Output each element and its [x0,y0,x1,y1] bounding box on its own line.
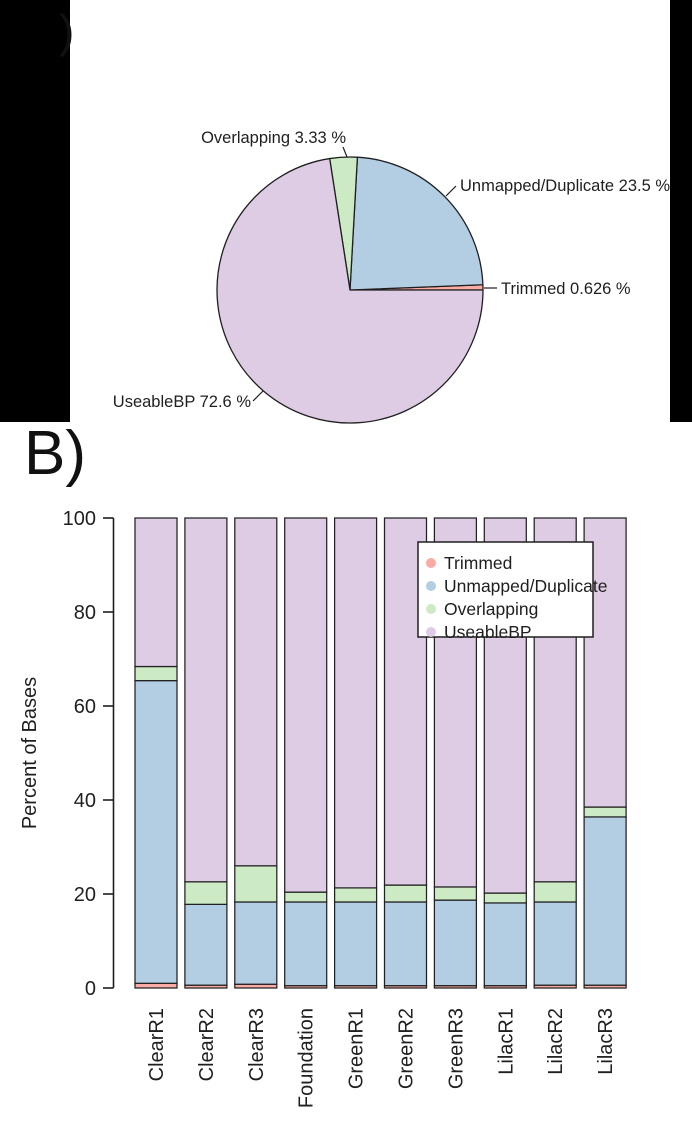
bar-segment-ClearR2-overlapping [184,881,228,905]
redaction-box-right [670,0,692,422]
bar-segment-ClearR3-useable [234,517,278,867]
bar-segment-Foundation-overlapping [284,891,328,903]
bar-segment-ClearR2-useable [184,517,228,883]
y-tick-label-40: 40 [74,790,96,812]
y-tick-label-0: 0 [85,978,96,1000]
bar-segment-ClearR2-unmapped [184,903,228,986]
y-tick-label-100: 100 [63,508,96,530]
y-tick-label-60: 60 [74,696,96,718]
bar-segment-ClearR3-unmapped [234,901,278,985]
legend-label-trimmed: Trimmed [444,553,512,573]
pie-label-overlapping: Overlapping 3.33 % [201,129,346,147]
x-label-GreenR2: GreenR2 [396,1008,418,1089]
bar-segment-ClearR1-useable [134,517,178,668]
pie-leader-unmapped-duplicate [445,185,457,197]
bar-segment-GreenR2-unmapped [383,901,428,987]
bar-segment-GreenR3-unmapped [433,899,478,987]
bar-segment-LilacR2-overlapping [533,881,577,903]
bar-segment-LilacR1-overlapping [483,892,527,904]
legend-label-unmapped: Unmapped/Duplicate [444,576,607,596]
legend-dot-trimmed [426,558,436,568]
pie-label-useablebp: UseableBP 72.6 % [113,393,252,411]
bar-segment-LilacR3-overlapping [583,806,627,818]
pie-slice-useablebp [216,157,484,424]
x-label-ClearR3: ClearR3 [246,1008,268,1081]
bar-segment-ClearR1-trimmed [134,982,178,989]
x-label-LilacR2: LilacR2 [545,1008,567,1075]
y-tick-label-20: 20 [74,884,96,906]
y-tick-label-80: 80 [74,602,96,624]
legend-label-useable: UseableBP [444,622,532,642]
legend-dot-useable [426,627,436,637]
bar-segment-LilacR1-unmapped [483,902,527,987]
bar-segment-ClearR1-unmapped [134,679,178,984]
legend-label-overlapping: Overlapping [444,599,538,619]
x-label-GreenR3: GreenR3 [445,1008,467,1089]
bar-segment-ClearR3-overlapping [234,865,278,903]
x-label-LilacR3: LilacR3 [595,1008,617,1075]
pie-leader-overlapping [342,146,348,158]
panel-b-label: B) [24,419,86,488]
x-label-GreenR1: GreenR1 [346,1008,368,1089]
x-label-LilacR1: LilacR1 [495,1008,517,1075]
panel-a-label: ) [59,5,75,57]
bar-segment-LilacR2-unmapped [533,901,577,986]
bar-segment-Foundation-useable [284,517,328,893]
x-label-ClearR1: ClearR1 [146,1008,168,1081]
pie-label-unmapped-duplicate: Unmapped/Duplicate 23.5 % [460,177,670,195]
y-axis-title: Percent of Bases [19,677,41,829]
legend-dot-unmapped [426,581,436,591]
legend-dot-overlapping [426,604,436,614]
stacked-bar-chart: 0 20 40 60 80 100 Percent of Bases ClearR1 Clear… [19,508,627,1108]
bar-segment-GreenR3-overlapping [433,886,478,901]
x-label-Foundation: Foundation [296,1008,318,1108]
x-label-ClearR2: ClearR2 [196,1008,218,1081]
pie-leader-useablebp [252,390,264,402]
bar-segment-GreenR1-unmapped [333,901,378,987]
bar-segment-LilacR3-unmapped [583,816,627,986]
pie-slice-unmapped-duplicate [349,156,484,291]
bar-segment-GreenR2-overlapping [383,884,428,903]
pie-chart: Trimmed 0.626 % Unmapped/Duplicate 23.5 %… [113,129,670,424]
bar-segment-Foundation-unmapped [284,901,328,987]
pie-label-trimmed: Trimmed 0.626 % [501,280,631,298]
bar-segment-GreenR1-overlapping [333,887,378,903]
bar-segment-GreenR1-useable [333,517,378,889]
legend-box [417,541,594,638]
redaction-box-left [0,0,70,422]
bar-segment-ClearR1-overlapping [134,665,178,682]
